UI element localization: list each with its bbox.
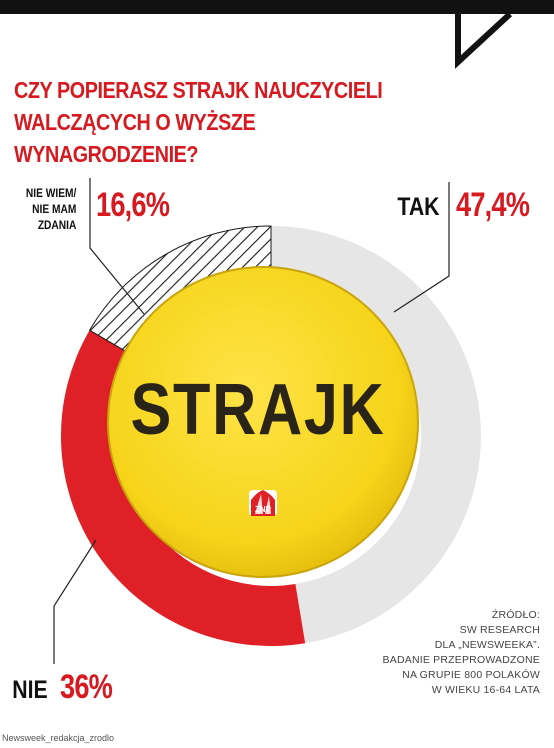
- badge-text: STRAJK: [131, 370, 386, 450]
- leader-line-nie-wiem: [89, 178, 145, 315]
- strajk-badge: STRAJK ZNP: [107, 266, 419, 578]
- value-tak: 47,4%: [456, 186, 530, 224]
- value-nie-wiem: 16,6%: [96, 186, 170, 224]
- top-banner: [0, 0, 554, 58]
- label-nie-wiem: NIE WIEM/ NIE MAM ZDANIA: [25, 186, 76, 232]
- leader-line-tak: [393, 182, 450, 313]
- value-nie: 36%: [60, 668, 113, 706]
- title-line-1: CZY POPIERASZ STRAJK NAUCZYCIELI: [14, 77, 383, 103]
- top-banner-outline: [455, 11, 513, 69]
- source-note: ŹRÓDŁO: SW RESEARCH DLA „NEWSWEEKA”. BAD…: [382, 609, 540, 696]
- slice-tak: [271, 226, 482, 644]
- znp-logo: ZNP: [249, 490, 277, 516]
- label-tak: TAK: [397, 193, 440, 221]
- title-line-2: WALCZĄCYCH O WYŻSZE WYNAGRODZENIE?: [14, 109, 256, 167]
- chart-title: CZY POPIERASZ STRAJK NAUCZYCIELI WALCZĄC…: [14, 74, 444, 170]
- label-nie: NIE: [12, 676, 48, 704]
- leader-line-nie: [53, 539, 97, 664]
- image-caption: Newsweek_redakcja_zrodlo: [2, 733, 115, 743]
- znp-logo-text: ZNP: [255, 505, 272, 514]
